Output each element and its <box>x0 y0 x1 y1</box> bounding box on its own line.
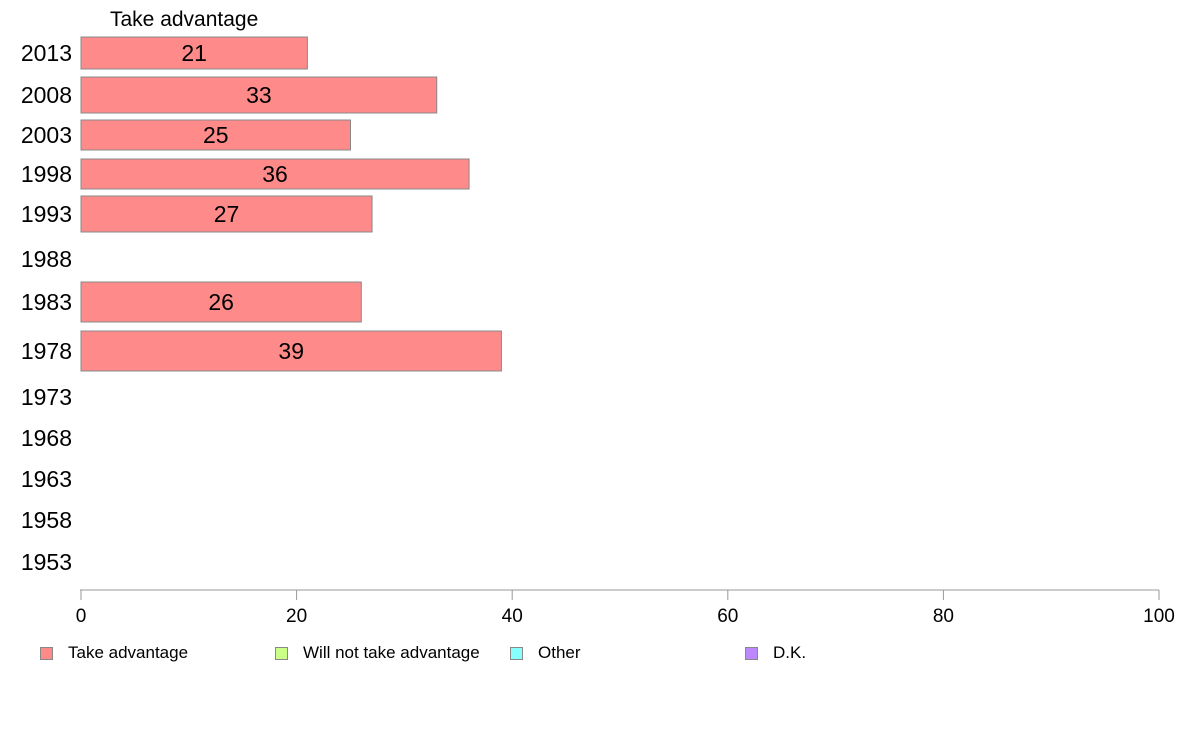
bar-1978 <box>80 330 502 372</box>
y-tick-label-1958: 1958 <box>21 507 72 533</box>
bar-2013 <box>80 36 308 70</box>
legend-label: Will not take advantage <box>303 643 480 662</box>
bar-value-label-2008: 33 <box>246 82 272 108</box>
bars-group: 21 33 25 36 27 26 39 <box>80 36 502 372</box>
legend-item-other: Other <box>510 643 581 663</box>
bar-1983 <box>80 281 362 323</box>
legend-swatch-will-not-take-advantage <box>275 646 288 660</box>
legend-item-take-advantage: Take advantage <box>40 643 188 663</box>
legend-swatch-dk <box>745 646 758 660</box>
bar-2003 <box>80 119 351 151</box>
legend-swatch-take-advantage <box>40 646 53 660</box>
y-tick-label-2013: 2013 <box>21 40 72 66</box>
bar-value-label-1983: 26 <box>208 289 234 315</box>
bar-1993 <box>80 195 373 233</box>
y-axis-labels: 2013 2008 2003 1998 1993 1988 1983 1978 1973 1968… <box>21 40 72 575</box>
legend-swatch-other <box>510 646 523 660</box>
y-tick-label-1983: 1983 <box>21 289 72 315</box>
x-tick-label-80: 80 <box>933 606 954 627</box>
bar-2008 <box>80 76 438 114</box>
y-tick-label-1968: 1968 <box>21 425 72 451</box>
legend-label: D.K. <box>773 643 807 662</box>
bar-value-label-1978: 39 <box>278 338 304 364</box>
x-axis-ticks: 0 20 40 60 80 100 <box>76 590 1175 627</box>
y-tick-label-2003: 2003 <box>21 122 72 148</box>
y-tick-label-1998: 1998 <box>21 161 72 187</box>
legend-label: Other <box>538 643 581 662</box>
bar-value-label-1998: 36 <box>262 161 288 187</box>
chart-title: Take advantage <box>110 8 258 31</box>
y-tick-label-1973: 1973 <box>21 384 72 410</box>
y-tick-label-1963: 1963 <box>21 466 72 492</box>
x-tick-label-60: 60 <box>717 606 738 627</box>
bar-value-label-1993: 27 <box>214 201 240 227</box>
y-tick-label-1953: 1953 <box>21 549 72 575</box>
x-tick-label-20: 20 <box>286 606 307 627</box>
bar-value-label-2013: 21 <box>181 40 207 66</box>
y-tick-label-1978: 1978 <box>21 338 72 364</box>
y-tick-label-2008: 2008 <box>21 82 72 108</box>
legend-item-dk: D.K. <box>745 643 806 663</box>
x-tick-label-0: 0 <box>76 606 87 627</box>
bar-value-label-2003: 25 <box>203 122 229 148</box>
legend: Take advantage Will not take advantage O… <box>40 643 1140 663</box>
y-tick-label-1993: 1993 <box>21 201 72 227</box>
legend-label: Take advantage <box>68 643 189 662</box>
legend-item-will-not-take-advantage: Will not take advantage <box>275 643 480 663</box>
x-tick-label-100: 100 <box>1143 606 1175 627</box>
y-tick-label-1988: 1988 <box>21 246 72 272</box>
x-tick-label-40: 40 <box>502 606 523 627</box>
bar-1998 <box>80 158 470 190</box>
